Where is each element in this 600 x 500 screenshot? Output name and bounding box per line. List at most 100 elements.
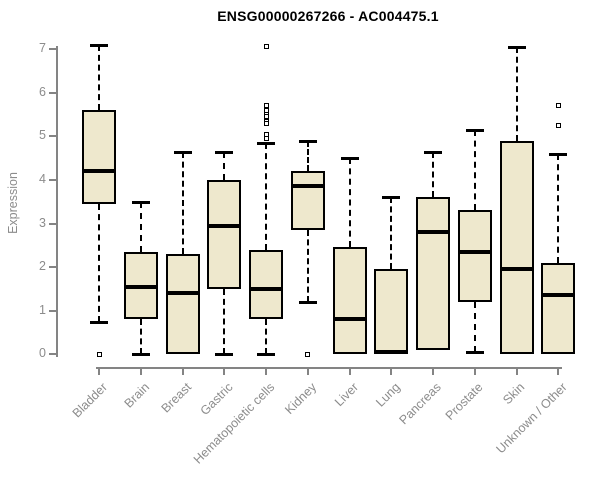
x-tick-label: Bladder [69,380,111,421]
iqr-box [499,140,534,355]
upper-whisker-cap [132,200,151,204]
x-tick [181,368,184,375]
upper-whisker [473,129,476,211]
median-line [499,267,534,272]
median-line [332,317,367,322]
lower-whisker-cap [257,353,276,357]
upper-whisker [265,142,268,250]
lower-whisker [223,288,226,355]
median-line [374,350,409,355]
upper-whisker [98,44,101,111]
x-tick [473,368,476,375]
x-tick [265,368,268,375]
y-tick [49,309,56,312]
iqr-box [82,110,117,204]
outlier-point [96,351,102,357]
median-line [207,223,242,228]
upper-whisker-cap [382,196,401,200]
iqr-box [457,210,492,302]
outlier-point [555,122,561,128]
x-tick [98,368,101,375]
y-tick [49,135,56,138]
x-tick [223,368,226,375]
upper-whisker-cap [340,157,359,161]
median-line [124,284,159,289]
median-line [416,230,451,235]
y-tick-label: 4 [39,171,46,186]
lower-whisker [140,319,143,355]
x-tick [348,368,351,375]
lower-whisker-cap [90,320,109,324]
y-axis-line [56,46,58,357]
y-tick [49,91,56,94]
outlier-point [263,135,269,141]
upper-whisker-cap [465,128,484,132]
upper-whisker [432,151,435,198]
y-tick [49,266,56,269]
lower-whisker-cap [298,300,317,304]
y-tick [49,48,56,51]
upper-whisker [390,197,393,270]
x-tick-label: Liver [331,380,361,410]
upper-whisker [140,201,143,252]
upper-whisker [348,158,351,248]
upper-whisker-cap [173,150,192,154]
x-tick-label: Gastric [197,380,236,418]
y-tick-label: 3 [39,215,46,230]
outlier-point [263,44,269,50]
median-line [82,169,117,174]
x-tick-label: Skin [500,380,528,408]
y-tick [49,178,56,181]
y-tick [49,353,56,356]
lower-whisker-cap [465,351,484,355]
upper-whisker-cap [90,43,109,47]
y-tick-label: 6 [39,84,46,99]
x-tick [390,368,393,375]
upper-whisker-cap [257,141,276,145]
upper-whisker [223,151,226,180]
x-tick-label: Kidney [281,380,319,417]
chart-title: ENSG00000267266 - AC004475.1 [217,8,439,24]
x-tick-label: Hematopoietic cells [190,380,278,467]
median-line [541,293,576,298]
y-tick-label: 5 [39,128,46,143]
x-tick-label: Prostate [443,380,486,423]
y-tick-label: 2 [39,259,46,274]
x-tick-label: Lung [372,380,403,410]
upper-whisker [181,151,184,254]
iqr-box [165,254,200,355]
upper-whisker [557,153,560,263]
lower-whisker-cap [215,353,234,357]
iqr-box [541,262,576,355]
iqr-box [290,171,325,231]
lower-whisker-cap [132,353,151,357]
upper-whisker-cap [549,152,568,156]
x-axis-line [96,367,562,369]
y-tick-label: 1 [39,302,46,317]
x-tick [306,368,309,375]
median-line [249,286,284,291]
upper-whisker [306,140,309,172]
median-line [290,184,325,189]
upper-whisker-cap [424,150,443,154]
upper-whisker-cap [215,150,234,154]
y-tick [49,222,56,225]
x-tick [140,368,143,375]
upper-whisker-cap [507,45,526,49]
iqr-box [374,269,409,355]
upper-whisker [515,46,518,141]
x-tick [557,368,560,375]
outlier-point [263,120,269,126]
outlier-point [555,103,561,109]
x-tick [515,368,518,375]
x-tick-label: Brain [121,380,152,411]
lower-whisker [473,301,476,353]
iqr-box [416,197,451,350]
median-line [165,291,200,296]
iqr-box [207,179,242,289]
x-tick-label: Pancreas [396,380,445,428]
outlier-point [305,351,311,357]
lower-whisker [306,230,309,302]
